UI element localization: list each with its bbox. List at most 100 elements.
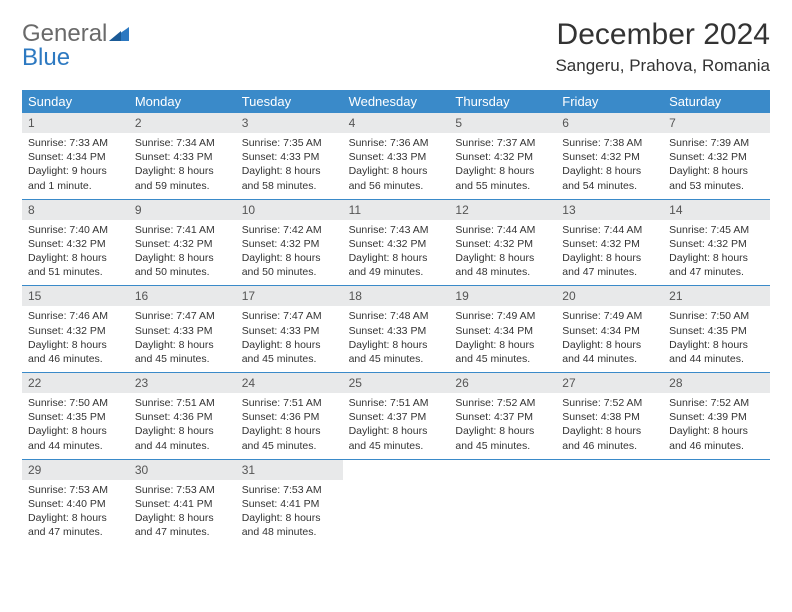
daylight-line: Daylight: 8 hours bbox=[236, 511, 343, 525]
sunset-line: Sunset: 4:33 PM bbox=[236, 324, 343, 338]
page-title: December 2024 bbox=[555, 18, 770, 52]
dow-thursday: Thursday bbox=[449, 90, 556, 113]
day-number: 12 bbox=[449, 200, 556, 220]
daylight-line: and 56 minutes. bbox=[343, 179, 450, 193]
sunset-line: Sunset: 4:39 PM bbox=[663, 410, 770, 424]
daylight-line: Daylight: 8 hours bbox=[22, 251, 129, 265]
daylight-line: and 59 minutes. bbox=[129, 179, 236, 193]
day-number: 8 bbox=[22, 200, 129, 220]
day-number: 23 bbox=[129, 373, 236, 393]
day-cell: 16Sunrise: 7:47 AMSunset: 4:33 PMDayligh… bbox=[129, 286, 236, 372]
daylight-line: Daylight: 8 hours bbox=[449, 164, 556, 178]
daylight-line: Daylight: 8 hours bbox=[129, 424, 236, 438]
sunrise-line: Sunrise: 7:41 AM bbox=[129, 223, 236, 237]
daylight-line: Daylight: 8 hours bbox=[449, 251, 556, 265]
sunrise-line: Sunrise: 7:52 AM bbox=[449, 396, 556, 410]
day-cell: 1Sunrise: 7:33 AMSunset: 4:34 PMDaylight… bbox=[22, 113, 129, 199]
sunrise-line: Sunrise: 7:42 AM bbox=[236, 223, 343, 237]
day-number: 20 bbox=[556, 286, 663, 306]
sunset-line: Sunset: 4:41 PM bbox=[129, 497, 236, 511]
daylight-line: Daylight: 8 hours bbox=[663, 338, 770, 352]
daylight-line: Daylight: 8 hours bbox=[236, 424, 343, 438]
day-number: 25 bbox=[343, 373, 450, 393]
sunrise-line: Sunrise: 7:40 AM bbox=[22, 223, 129, 237]
daylight-line: and 49 minutes. bbox=[343, 265, 450, 279]
daylight-line: and 44 minutes. bbox=[663, 352, 770, 366]
daylight-line: Daylight: 8 hours bbox=[556, 251, 663, 265]
day-cell: 26Sunrise: 7:52 AMSunset: 4:37 PMDayligh… bbox=[449, 373, 556, 459]
daylight-line: and 50 minutes. bbox=[236, 265, 343, 279]
day-number: 30 bbox=[129, 460, 236, 480]
day-number: 19 bbox=[449, 286, 556, 306]
logo-triangle-icon bbox=[109, 20, 129, 47]
dow-row: Sunday Monday Tuesday Wednesday Thursday… bbox=[22, 90, 770, 113]
day-number: 3 bbox=[236, 113, 343, 133]
day-number: 10 bbox=[236, 200, 343, 220]
sunset-line: Sunset: 4:33 PM bbox=[343, 150, 450, 164]
logo-blue: Blue bbox=[22, 44, 70, 71]
week-row: 8Sunrise: 7:40 AMSunset: 4:32 PMDaylight… bbox=[22, 200, 770, 287]
sunset-line: Sunset: 4:32 PM bbox=[343, 237, 450, 251]
day-cell: 19Sunrise: 7:49 AMSunset: 4:34 PMDayligh… bbox=[449, 286, 556, 372]
logo: General Blue bbox=[22, 18, 129, 70]
daylight-line: and 51 minutes. bbox=[22, 265, 129, 279]
sunset-line: Sunset: 4:37 PM bbox=[343, 410, 450, 424]
dow-sunday: Sunday bbox=[22, 90, 129, 113]
daylight-line: Daylight: 8 hours bbox=[343, 424, 450, 438]
day-cell: 11Sunrise: 7:43 AMSunset: 4:32 PMDayligh… bbox=[343, 200, 450, 286]
logo-text-blue: Blue bbox=[22, 46, 129, 70]
sunrise-line: Sunrise: 7:45 AM bbox=[663, 223, 770, 237]
daylight-line: and 47 minutes. bbox=[22, 525, 129, 539]
daylight-line: and 45 minutes. bbox=[129, 352, 236, 366]
sunset-line: Sunset: 4:32 PM bbox=[22, 237, 129, 251]
daylight-line: and 50 minutes. bbox=[129, 265, 236, 279]
sunrise-line: Sunrise: 7:37 AM bbox=[449, 136, 556, 150]
daylight-line: and 45 minutes. bbox=[449, 352, 556, 366]
day-cell: 13Sunrise: 7:44 AMSunset: 4:32 PMDayligh… bbox=[556, 200, 663, 286]
day-cell: 2Sunrise: 7:34 AMSunset: 4:33 PMDaylight… bbox=[129, 113, 236, 199]
day-number: 9 bbox=[129, 200, 236, 220]
day-number: 1 bbox=[22, 113, 129, 133]
day-number: 4 bbox=[343, 113, 450, 133]
day-number: 26 bbox=[449, 373, 556, 393]
sunset-line: Sunset: 4:34 PM bbox=[449, 324, 556, 338]
header: General Blue December 2024 Sangeru, Prah… bbox=[22, 18, 770, 76]
week-row: 1Sunrise: 7:33 AMSunset: 4:34 PMDaylight… bbox=[22, 113, 770, 200]
daylight-line: and 1 minute. bbox=[22, 179, 129, 193]
daylight-line: Daylight: 8 hours bbox=[556, 164, 663, 178]
daylight-line: Daylight: 8 hours bbox=[556, 424, 663, 438]
sunrise-line: Sunrise: 7:39 AM bbox=[663, 136, 770, 150]
daylight-line: Daylight: 8 hours bbox=[22, 338, 129, 352]
day-cell: 30Sunrise: 7:53 AMSunset: 4:41 PMDayligh… bbox=[129, 460, 236, 546]
sunset-line: Sunset: 4:33 PM bbox=[129, 150, 236, 164]
sunset-line: Sunset: 4:34 PM bbox=[22, 150, 129, 164]
daylight-line: Daylight: 8 hours bbox=[129, 164, 236, 178]
sunrise-line: Sunrise: 7:50 AM bbox=[663, 309, 770, 323]
daylight-line: Daylight: 8 hours bbox=[236, 251, 343, 265]
day-number: 6 bbox=[556, 113, 663, 133]
sunrise-line: Sunrise: 7:52 AM bbox=[556, 396, 663, 410]
daylight-line: Daylight: 8 hours bbox=[22, 511, 129, 525]
sunrise-line: Sunrise: 7:34 AM bbox=[129, 136, 236, 150]
daylight-line: and 47 minutes. bbox=[556, 265, 663, 279]
daylight-line: Daylight: 8 hours bbox=[449, 338, 556, 352]
daylight-line: and 44 minutes. bbox=[556, 352, 663, 366]
day-number: 7 bbox=[663, 113, 770, 133]
daylight-line: Daylight: 8 hours bbox=[663, 424, 770, 438]
day-number: 24 bbox=[236, 373, 343, 393]
day-number: 18 bbox=[343, 286, 450, 306]
day-number: 28 bbox=[663, 373, 770, 393]
sunset-line: Sunset: 4:32 PM bbox=[449, 150, 556, 164]
daylight-line: and 58 minutes. bbox=[236, 179, 343, 193]
sunrise-line: Sunrise: 7:35 AM bbox=[236, 136, 343, 150]
day-cell: 3Sunrise: 7:35 AMSunset: 4:33 PMDaylight… bbox=[236, 113, 343, 199]
day-cell: 7Sunrise: 7:39 AMSunset: 4:32 PMDaylight… bbox=[663, 113, 770, 199]
weeks-container: 1Sunrise: 7:33 AMSunset: 4:34 PMDaylight… bbox=[22, 113, 770, 545]
day-number: 22 bbox=[22, 373, 129, 393]
sunset-line: Sunset: 4:35 PM bbox=[22, 410, 129, 424]
daylight-line: and 46 minutes. bbox=[556, 439, 663, 453]
sunrise-line: Sunrise: 7:33 AM bbox=[22, 136, 129, 150]
day-number: 16 bbox=[129, 286, 236, 306]
day-cell: 12Sunrise: 7:44 AMSunset: 4:32 PMDayligh… bbox=[449, 200, 556, 286]
sunset-line: Sunset: 4:34 PM bbox=[556, 324, 663, 338]
